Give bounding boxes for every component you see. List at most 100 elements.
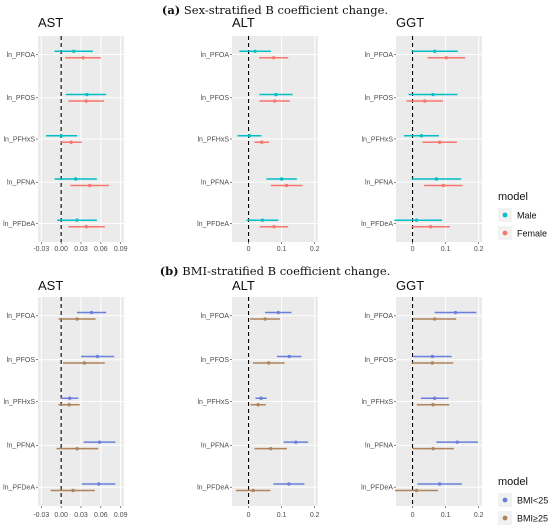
s0-ast-xtick-3: 0.06 <box>94 246 108 253</box>
s0-ast-panel: AST ln_PFOA ln_PFOS ln_PFHxS ln_PFNA ln_PFDeA… <box>3 15 128 253</box>
legend-section-1: model BMI<25 BMI≥25 <box>498 476 548 525</box>
s0-ast-point-1-3 <box>87 183 92 188</box>
s0-alt-point-1-2 <box>260 140 264 144</box>
s0-ast-ytick-4: ln_PFDeA <box>3 221 35 228</box>
s1-alt-ytick-2: ln_PFHxS <box>197 399 229 406</box>
s1-ast-panel: AST ln_PFOA ln_PFOS ln_PFHxS ln_PFNA ln_PFDeA… <box>3 278 128 519</box>
s0-ggt-ytick-1: ln_PFOS <box>365 95 394 102</box>
s1-ast-ytick-3: ln_PFNA <box>7 443 35 450</box>
s1-ggt-point-0-2 <box>433 396 437 400</box>
s0-ggt-ytick-2: ln_PFHxS <box>361 136 393 143</box>
s1-ast-ytick-2: ln_PFHxS <box>3 399 35 406</box>
s0-ast-point-0-3 <box>74 177 78 181</box>
s0-ast-xtick-2: 0.03 <box>74 246 88 253</box>
s0-ast-point-1-1 <box>84 99 88 103</box>
s0-alt-point-0-0 <box>253 49 257 53</box>
s0-ggt-point-1-4 <box>429 225 433 229</box>
s0-ggt-point-1-0 <box>444 56 448 60</box>
s0-ast-point-0-2 <box>59 134 63 138</box>
s0-ast-point-0-4 <box>75 218 79 222</box>
s1-ast-point-0-3 <box>97 440 102 444</box>
s1-ast-point-0-4 <box>97 482 101 486</box>
s1-ggt-panel: GGT ln_PFOA ln_PFOS ln_PFHxS ln_PFNA ln_PFDeA… <box>361 278 484 519</box>
s1-ggt-ytick-1: ln_PFOS <box>365 357 394 364</box>
s1-ggt-point-0-3 <box>455 440 459 444</box>
s1-alt-point-0-4 <box>287 482 291 486</box>
s0-ggt-point-1-3 <box>441 183 445 188</box>
s0-alt-point-0-1 <box>274 92 278 97</box>
s1-ggt-point-1-3 <box>431 446 435 451</box>
s0-alt-ytick-4: ln_PFDeA <box>197 221 229 228</box>
s0-ast-ytick-2: ln_PFHxS <box>3 136 35 143</box>
s0-ast-title: AST <box>38 15 63 30</box>
s0-ggt-ytick-3: ln_PFNA <box>365 180 393 187</box>
s0-alt-xtick-2: 0.2 <box>310 246 320 253</box>
s0-ggt-point-0-1 <box>431 92 435 97</box>
s1-alt-title: ALT <box>232 278 255 293</box>
s0-ggt-xtick-2: 0.2 <box>474 246 484 253</box>
s1-ast-xtick-4: 0.09 <box>114 512 128 519</box>
s0-alt-xtick-0: 0 <box>247 246 251 253</box>
s1-ggt-ytick-4: ln_PFDeA <box>361 484 393 491</box>
s1-ast-point-1-2 <box>67 403 71 407</box>
s0-alt-xtick-1: 0.1 <box>277 246 287 253</box>
legend-label-0-0: Male <box>517 211 537 221</box>
s1-ast-point-1-1 <box>82 361 87 365</box>
s1-ggt-xtick-0: 0 <box>411 512 415 519</box>
s0-ast-point-0-1 <box>85 92 89 97</box>
s1-ast-point-1-0 <box>75 317 79 321</box>
legend-key-1-1 <box>502 515 508 521</box>
s1-alt-point-0-3 <box>294 440 298 444</box>
s0-ggt-point-1-1 <box>423 99 427 103</box>
s1-ggt-point-0-0 <box>453 310 458 315</box>
s1-alt-ytick-3: ln_PFNA <box>201 443 229 450</box>
s0-ast-ytick-3: ln_PFNA <box>7 180 35 187</box>
s1-ggt-ytick-0: ln_PFOA <box>365 313 394 320</box>
s1-ast-xtick-3: 0.06 <box>94 512 108 519</box>
s0-ast-point-1-0 <box>81 56 85 60</box>
s0-ggt-point-0-3 <box>434 177 439 181</box>
s0-ggt-point-0-2 <box>419 134 424 138</box>
section-b-title: (b) BMI-stratified Β coefficient change. <box>160 264 391 278</box>
s0-ast-ytick-0: ln_PFOA <box>7 52 36 59</box>
s1-ast-point-0-0 <box>89 310 94 315</box>
s0-alt-ytick-3: ln_PFNA <box>201 180 229 187</box>
s0-ggt-ytick-0: ln_PFOA <box>365 52 394 59</box>
s1-ast-xtick-0: -0.03 <box>33 512 49 519</box>
s1-alt-point-1-3 <box>269 446 273 451</box>
s0-alt-point-0-4 <box>260 218 265 222</box>
s1-ast-ytick-4: ln_PFDeA <box>3 484 35 491</box>
s1-alt-xtick-0: 0 <box>247 512 251 519</box>
s1-ggt-point-0-1 <box>430 354 435 359</box>
section-a-title-label: (a) <box>162 3 180 17</box>
s1-alt-xtick-1: 0.1 <box>277 512 287 519</box>
panels: AST ln_PFOA ln_PFOS ln_PFHxS ln_PFNA ln_PFDeA… <box>3 15 484 519</box>
s1-alt-point-0-1 <box>287 354 291 359</box>
s1-alt-point-1-4 <box>251 488 255 493</box>
s1-ast-ytick-0: ln_PFOA <box>7 313 36 320</box>
s1-ggt-point-0-4 <box>437 482 442 486</box>
s0-alt-point-1-1 <box>272 99 277 103</box>
s1-ggt-title: GGT <box>396 278 424 293</box>
s1-ast-point-0-1 <box>95 354 100 359</box>
s1-ggt-xtick-2: 0.2 <box>474 512 484 519</box>
section-b-title-text: BMI-stratified Β coefficient change. <box>179 264 391 278</box>
s1-ggt-ytick-2: ln_PFHxS <box>361 399 393 406</box>
section-a-title-text: Sex-stratified Β coefficient change. <box>180 3 388 17</box>
s1-alt-point-1-2 <box>256 403 260 407</box>
s0-alt-ytick-2: ln_PFHxS <box>197 136 229 143</box>
s1-ggt-ytick-3: ln_PFNA <box>365 443 393 450</box>
s1-ggt-xtick-1: 0.1 <box>441 512 451 519</box>
section-a-title: (a) Sex-stratified Β coefficient change. <box>162 3 388 17</box>
s1-alt-point-1-0 <box>263 317 267 321</box>
s1-alt-point-0-2 <box>259 396 263 400</box>
s1-alt-panel: ALT ln_PFOA ln_PFOS ln_PFHxS ln_PFNA ln_PFDeA… <box>197 278 320 519</box>
s0-alt-point-1-0 <box>271 56 276 60</box>
s0-ggt-title: GGT <box>396 15 424 30</box>
s1-ast-xtick-2: 0.03 <box>74 512 88 519</box>
s1-ast-point-0-2 <box>68 396 72 400</box>
s0-ggt-point-1-2 <box>437 140 442 144</box>
s0-alt-title: ALT <box>232 15 255 30</box>
legend-title-0: model <box>498 191 528 203</box>
